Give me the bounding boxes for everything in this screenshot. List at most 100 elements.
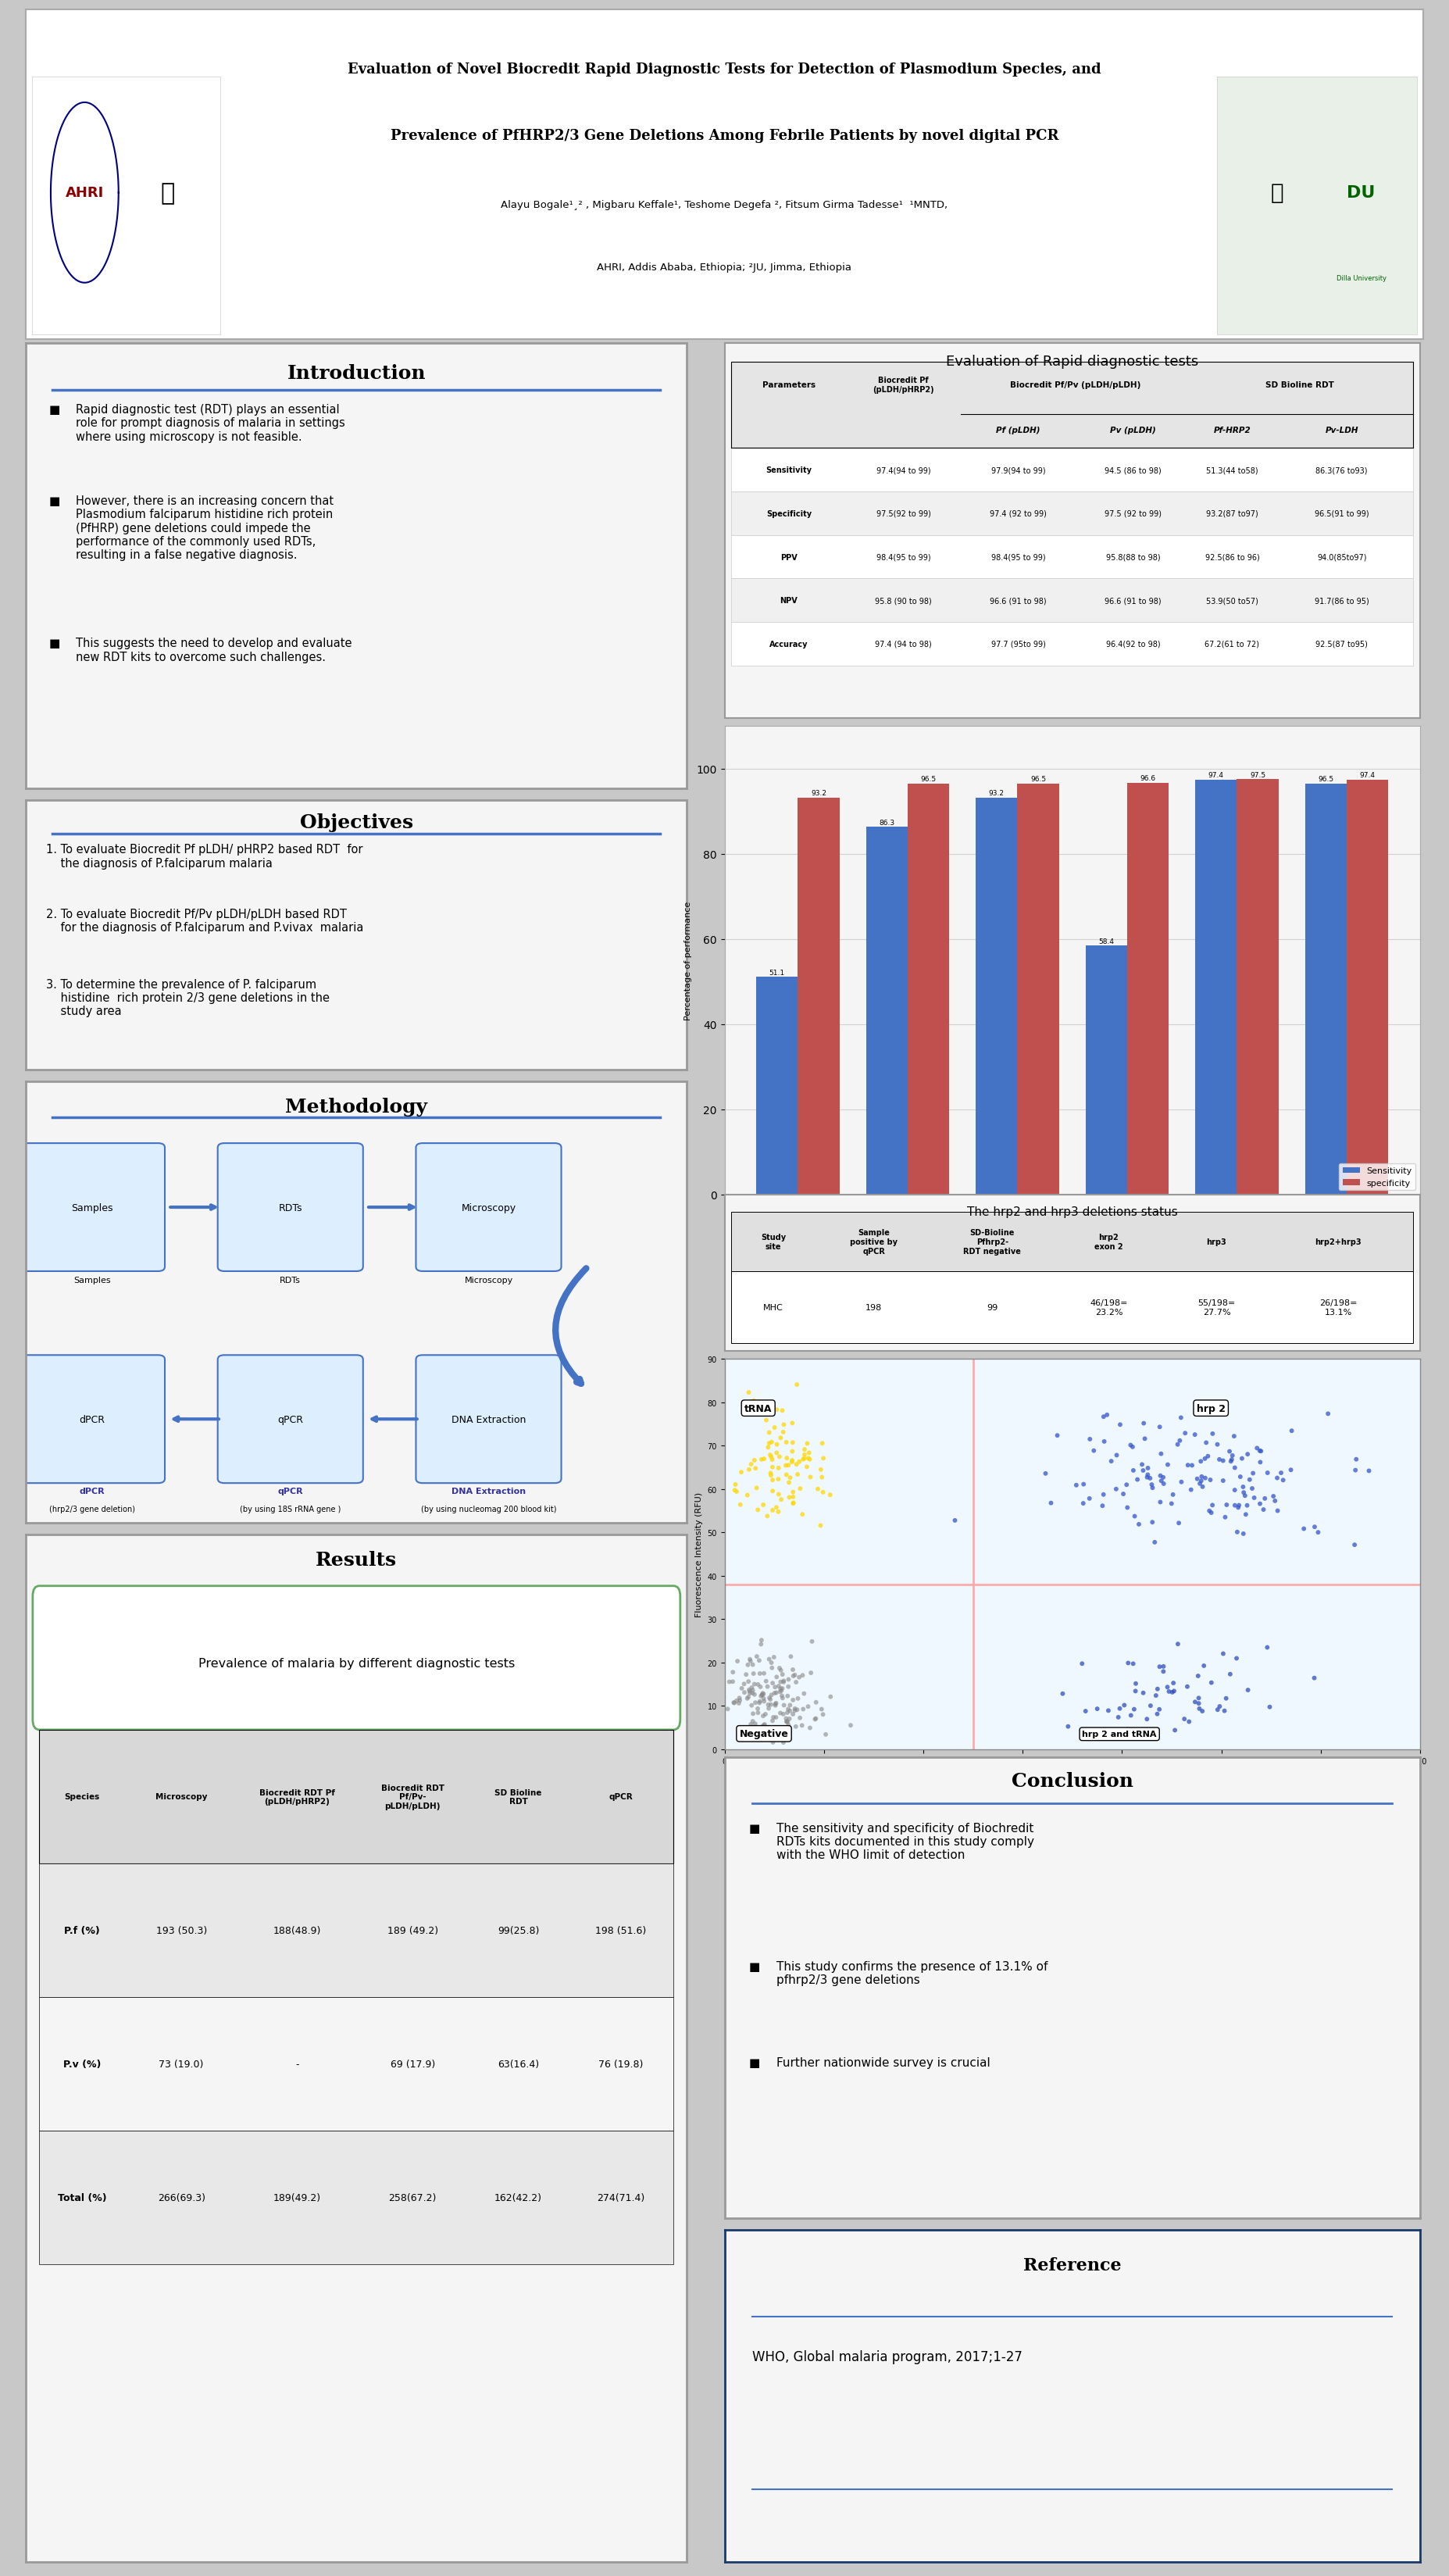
Point xyxy=(800,1620,823,1662)
Point xyxy=(1149,1432,1172,1473)
Text: 96.6: 96.6 xyxy=(1140,775,1156,783)
Point xyxy=(778,1476,801,1517)
Point xyxy=(796,1448,819,1489)
Point xyxy=(1071,1643,1094,1685)
Text: 94.5 (86 to 98): 94.5 (86 to 98) xyxy=(1104,466,1162,474)
Text: Pv-LDH: Pv-LDH xyxy=(1326,428,1358,435)
Point xyxy=(1240,1468,1264,1510)
Point xyxy=(1162,1662,1185,1703)
Point xyxy=(1233,1476,1256,1517)
Point xyxy=(793,1430,816,1471)
Point xyxy=(1235,1494,1258,1535)
Point xyxy=(716,1690,739,1731)
Point xyxy=(793,1674,816,1716)
Point xyxy=(1252,1489,1275,1530)
Point xyxy=(1132,1672,1155,1713)
Point xyxy=(785,1365,809,1406)
Point xyxy=(759,1435,782,1476)
Point xyxy=(819,1473,842,1515)
Point xyxy=(811,1422,835,1463)
Point xyxy=(1211,1633,1235,1674)
Point xyxy=(729,1680,752,1721)
Point xyxy=(753,1705,777,1747)
Point xyxy=(780,1636,803,1677)
Text: Objectives: Objectives xyxy=(300,814,413,832)
Point xyxy=(726,1641,749,1682)
Point xyxy=(1184,1414,1207,1455)
Point xyxy=(797,1437,820,1479)
Point xyxy=(1178,1700,1201,1741)
Point xyxy=(798,1440,822,1481)
Text: 96.6 (91 to 98): 96.6 (91 to 98) xyxy=(1104,598,1162,605)
Text: 198 (51.6): 198 (51.6) xyxy=(596,1924,646,1935)
Text: Evaluation of Rapid diagnostic tests: Evaluation of Rapid diagnostic tests xyxy=(946,355,1198,368)
Point xyxy=(765,1698,788,1739)
FancyBboxPatch shape xyxy=(19,1355,165,1484)
Point xyxy=(771,1677,794,1718)
Point xyxy=(743,1674,767,1716)
Point xyxy=(787,1677,810,1718)
Point xyxy=(743,1448,767,1489)
Point xyxy=(1227,1484,1250,1525)
Text: 86.3(76 to93): 86.3(76 to93) xyxy=(1316,466,1368,474)
Text: 51.1: 51.1 xyxy=(769,969,785,976)
Bar xyxy=(732,363,1413,448)
Point xyxy=(784,1654,807,1695)
Point xyxy=(1293,1510,1316,1551)
Point xyxy=(740,1643,764,1685)
Point xyxy=(803,1700,826,1741)
Text: NPV: NPV xyxy=(780,598,798,605)
Text: hrp3: hrp3 xyxy=(1207,1239,1227,1247)
Text: 94.0(85to97): 94.0(85to97) xyxy=(1317,554,1366,562)
Point xyxy=(777,1445,800,1486)
Text: ■: ■ xyxy=(749,1960,761,1971)
Point xyxy=(1107,1698,1130,1739)
Point xyxy=(1097,1690,1120,1731)
Text: AHRI: AHRI xyxy=(65,185,104,201)
Text: 46/198=
23.2%: 46/198= 23.2% xyxy=(1090,1298,1127,1316)
Point xyxy=(733,1672,756,1713)
Point xyxy=(759,1680,782,1721)
Point xyxy=(785,1445,809,1486)
Bar xyxy=(732,580,1413,623)
Point xyxy=(1119,1695,1142,1736)
Text: 99: 99 xyxy=(987,1303,998,1311)
Point xyxy=(1191,1690,1214,1731)
Point xyxy=(778,1698,801,1739)
Point xyxy=(1236,1669,1259,1710)
Point xyxy=(781,1476,804,1517)
Point xyxy=(746,1489,769,1530)
Bar xyxy=(732,1273,1413,1345)
Point xyxy=(730,1669,753,1710)
Point xyxy=(1219,1432,1242,1473)
Text: ■: ■ xyxy=(749,2058,761,2069)
Point xyxy=(809,1504,832,1546)
Point xyxy=(804,1698,827,1739)
Point xyxy=(769,1417,793,1458)
Point xyxy=(1224,1638,1248,1680)
Point xyxy=(749,1667,772,1708)
Text: 97.7 (95to 99): 97.7 (95to 99) xyxy=(991,641,1046,649)
Point xyxy=(1272,1461,1295,1502)
Point xyxy=(1208,1440,1232,1481)
Point xyxy=(1343,1450,1366,1492)
Bar xyxy=(732,492,1413,536)
Text: dPCR: dPCR xyxy=(80,1414,104,1425)
Bar xyxy=(39,1731,674,1862)
Point xyxy=(1074,1690,1097,1731)
Point xyxy=(1187,1677,1210,1718)
Text: 92.5(87 to95): 92.5(87 to95) xyxy=(1316,641,1368,649)
Point xyxy=(759,1437,782,1479)
Text: WHO, Global malaria program, 2017;1-27: WHO, Global malaria program, 2017;1-27 xyxy=(752,2349,1023,2365)
Point xyxy=(768,1649,791,1690)
Point xyxy=(743,1440,767,1481)
Text: SD Bioline: SD Bioline xyxy=(1051,1242,1094,1249)
Point xyxy=(784,1705,807,1747)
Text: 97.5: 97.5 xyxy=(1250,770,1265,778)
Text: 97.5(92 to 99): 97.5(92 to 99) xyxy=(877,510,930,518)
Point xyxy=(1136,1448,1159,1489)
Point xyxy=(738,1662,761,1703)
Bar xyxy=(756,976,798,1195)
Point xyxy=(1082,1430,1106,1471)
Point xyxy=(1172,1698,1195,1739)
